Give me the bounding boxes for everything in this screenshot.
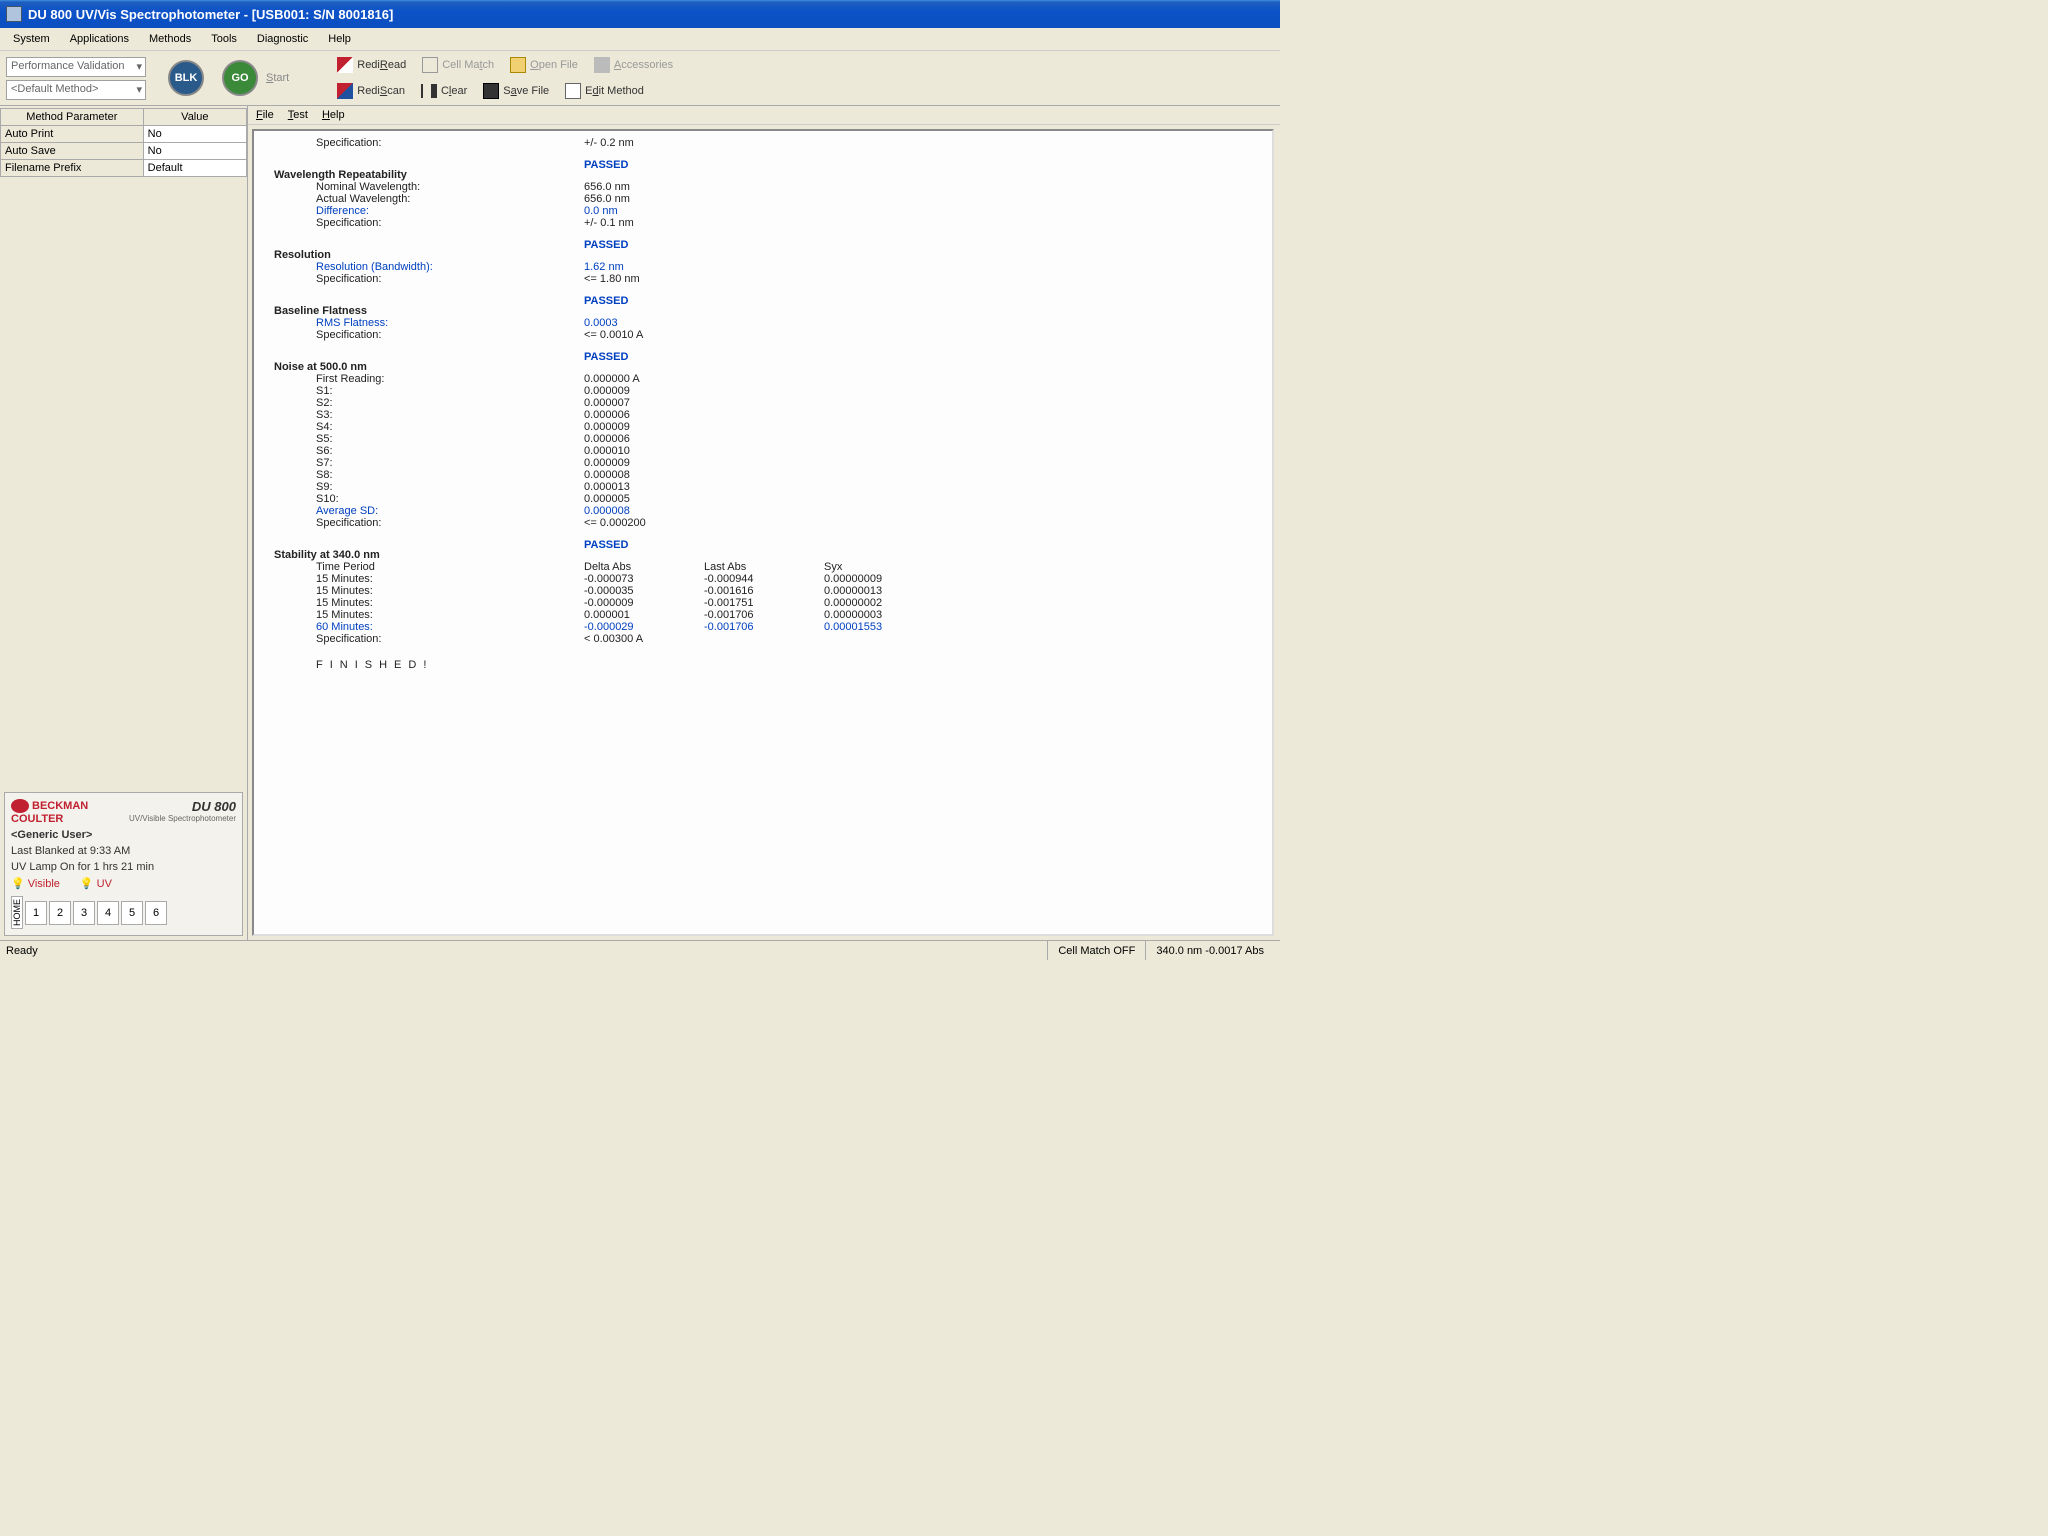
open-icon <box>510 57 526 73</box>
submenu-file[interactable]: File <box>256 109 274 121</box>
bulb-icon: 💡 <box>80 878 94 890</box>
cellmatch-button[interactable]: Cell Match <box>416 55 500 75</box>
cell-1[interactable]: 1 <box>25 901 47 925</box>
toolbar: Performance Validation <Default Method> … <box>0 51 1280 105</box>
status-reading: 340.0 nm -0.0017 Abs <box>1145 941 1274 960</box>
cell-3[interactable]: 3 <box>73 901 95 925</box>
clear-icon <box>421 84 437 98</box>
savefile-button[interactable]: Save File <box>477 81 555 101</box>
menu-methods[interactable]: Methods <box>140 30 200 48</box>
clear-button[interactable]: Clear <box>415 81 473 101</box>
param-k1: Auto Save <box>1 143 144 160</box>
left-pane: Method ParameterValue Auto PrintNo Auto … <box>0 106 248 940</box>
cell-4[interactable]: 4 <box>97 901 119 925</box>
cell-6[interactable]: 6 <box>145 901 167 925</box>
menu-help[interactable]: Help <box>319 30 360 48</box>
visible-lamp: 💡Visible <box>11 877 60 890</box>
openfile-button[interactable]: Open File <box>504 55 584 75</box>
app-icon <box>6 6 22 22</box>
mode-dropdown[interactable]: Performance Validation <box>6 57 146 77</box>
home-label[interactable]: HOME <box>11 896 23 929</box>
method-dropdown[interactable]: <Default Method> <box>6 80 146 100</box>
menu-applications[interactable]: Applications <box>61 30 138 48</box>
accessories-button[interactable]: Accessories <box>588 55 679 75</box>
window-title: DU 800 UV/Vis Spectrophotometer - [USB00… <box>28 7 393 22</box>
status-bar: Ready Cell Match OFF 340.0 nm -0.0017 Ab… <box>0 940 1280 960</box>
status-cellmatch: Cell Match OFF <box>1047 941 1145 960</box>
menu-diagnostic[interactable]: Diagnostic <box>248 30 317 48</box>
param-k0: Auto Print <box>1 126 144 143</box>
brand-model: DU 800UV/Visible Spectrophotometer <box>129 799 236 823</box>
editmethod-button[interactable]: Edit Method <box>559 81 650 101</box>
last-blanked: Last Blanked at 9:33 AM <box>11 845 236 857</box>
rediread-icon <box>337 57 353 73</box>
start-label: Start <box>266 72 289 84</box>
generic-user: <Generic User> <box>11 829 236 841</box>
rediscan-button[interactable]: RediScan <box>331 81 411 101</box>
accessories-icon <box>594 57 610 73</box>
blk-button[interactable]: BLK <box>168 60 204 96</box>
uv-lamp: 💡UV <box>80 877 112 890</box>
menu-system[interactable]: System <box>4 30 59 48</box>
param-k2: Filename Prefix <box>1 160 144 177</box>
rediread-button[interactable]: RediRead <box>331 55 412 75</box>
param-v1: No <box>143 143 246 160</box>
report-area: Specification:+/- 0.2 nmWavelength Repea… <box>252 129 1274 936</box>
save-icon <box>483 83 499 99</box>
menu-bar: System Applications Methods Tools Diagno… <box>0 28 1280 51</box>
bulb-icon: 💡 <box>11 878 25 890</box>
title-bar: DU 800 UV/Vis Spectrophotometer - [USB00… <box>0 0 1280 28</box>
status-ready: Ready <box>6 945 38 957</box>
param-v0: No <box>143 126 246 143</box>
submenu-help[interactable]: Help <box>322 109 345 121</box>
param-table: Method ParameterValue Auto PrintNo Auto … <box>0 108 247 177</box>
submenu-test[interactable]: Test <box>288 109 308 121</box>
brand-logo: BECKMANCOULTER <box>11 799 88 825</box>
param-v2: Default <box>143 160 246 177</box>
cell-2[interactable]: 2 <box>49 901 71 925</box>
cellmatch-icon <box>422 57 438 73</box>
cell-selector: HOME 1 2 3 4 5 6 <box>11 896 236 929</box>
rediscan-icon <box>337 83 353 99</box>
param-head-0: Method Parameter <box>1 109 144 126</box>
go-button[interactable]: GO <box>222 60 258 96</box>
param-head-1: Value <box>143 109 246 126</box>
cell-5[interactable]: 5 <box>121 901 143 925</box>
uv-lamp-status: UV Lamp On for 1 hrs 21 min <box>11 861 236 873</box>
sub-menu: File Test Help <box>248 106 1280 125</box>
edit-icon <box>565 83 581 99</box>
right-pane: File Test Help Specification:+/- 0.2 nmW… <box>248 106 1280 940</box>
menu-tools[interactable]: Tools <box>202 30 246 48</box>
branding-panel: BECKMANCOULTER DU 800UV/Visible Spectrop… <box>4 792 243 936</box>
